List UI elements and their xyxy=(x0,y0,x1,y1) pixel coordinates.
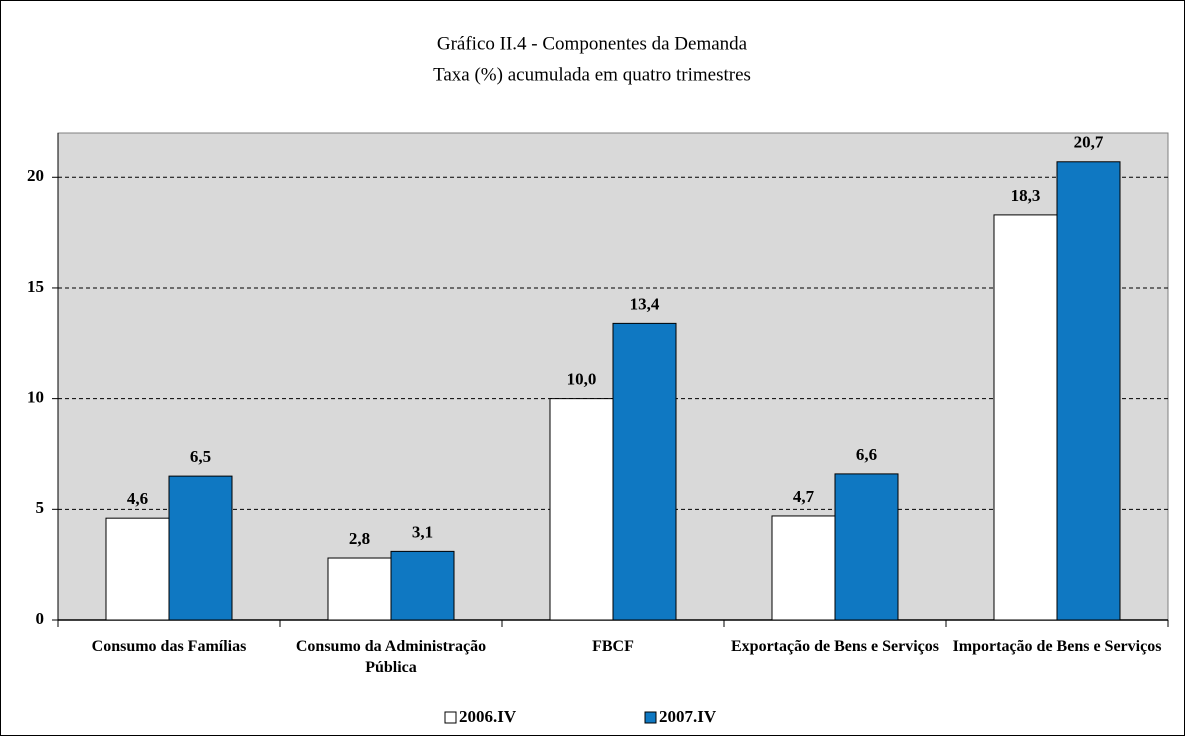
data-label: 6,6 xyxy=(856,445,877,464)
data-label: 3,1 xyxy=(412,522,433,541)
x-tick-label: FBCF xyxy=(592,638,634,655)
x-tick-label: Importação de Bens e Serviços xyxy=(952,638,1162,655)
bar xyxy=(327,557,392,621)
data-label: 13,4 xyxy=(630,294,660,313)
x-tick-label-box: Exportação de Bens e Serviços xyxy=(731,638,939,655)
data-label: 18,3 xyxy=(1011,186,1041,205)
bar xyxy=(612,322,677,621)
bar xyxy=(168,475,233,621)
bar xyxy=(105,517,170,621)
y-tick-label: 20 xyxy=(27,166,44,185)
y-tick-label: 10 xyxy=(27,388,44,407)
x-tick-label: Consumo da Administração Pública xyxy=(295,638,487,676)
legend-swatch xyxy=(444,711,457,724)
legend-swatch xyxy=(644,711,657,724)
x-tick-label-box: Consumo da Administração Pública xyxy=(295,638,487,676)
y-tick-label: 0 xyxy=(36,609,45,628)
data-label: 4,6 xyxy=(127,489,148,508)
bar xyxy=(993,214,1058,621)
data-label: 10,0 xyxy=(567,370,597,389)
x-tick-label: Exportação de Bens e Serviços xyxy=(731,638,939,655)
data-label: 6,5 xyxy=(190,447,211,466)
bar xyxy=(834,473,899,621)
chart-subtitle: Taxa (%) acumulada em quatro trimestres xyxy=(433,64,751,85)
data-label: 4,7 xyxy=(793,487,815,506)
bar xyxy=(390,550,455,621)
x-tick-label: Consumo das Famílias xyxy=(91,638,247,655)
legend-label: 2006.IV xyxy=(459,707,517,726)
x-tick-label-box: FBCF xyxy=(592,638,634,655)
data-label: 20,7 xyxy=(1074,133,1104,152)
bar xyxy=(549,398,614,621)
data-label: 2,8 xyxy=(349,529,370,548)
x-tick-label-box: Importação de Bens e Serviços xyxy=(952,638,1162,655)
y-tick-label: 5 xyxy=(36,498,45,517)
y-tick-label: 15 xyxy=(27,277,44,296)
x-tick-label-box: Consumo das Famílias xyxy=(91,638,247,655)
chart-title: Gráfico II.4 - Componentes da Demanda xyxy=(437,33,748,54)
bar xyxy=(771,515,836,621)
legend-label: 2007.IV xyxy=(659,707,717,726)
bar xyxy=(1056,161,1121,621)
